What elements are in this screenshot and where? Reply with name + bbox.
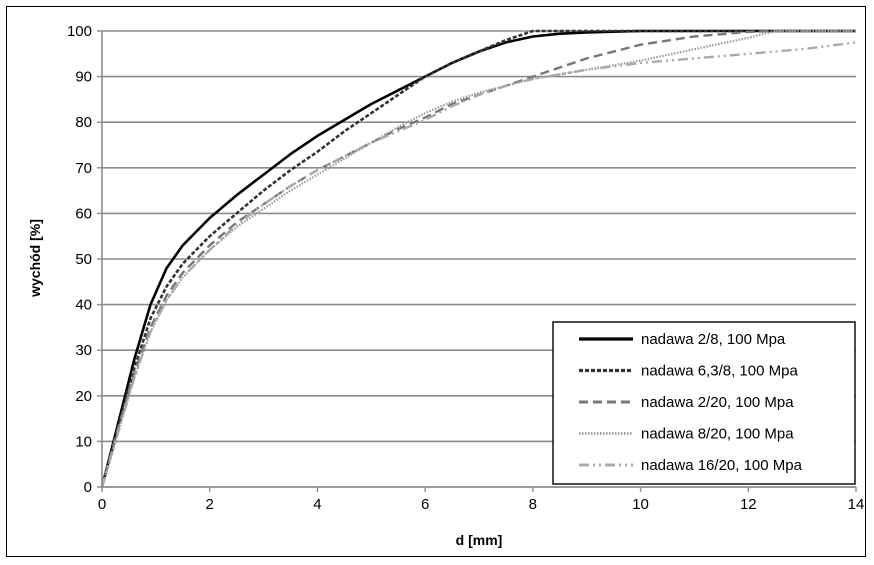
series-layer [100, 29, 857, 488]
series-line-1 [100, 29, 856, 488]
x-tick-label: 0 [98, 496, 106, 513]
y-tick-label: 90 [75, 69, 92, 86]
series-line-3 [100, 29, 856, 488]
x-axis-title: d [mm] [456, 532, 503, 548]
legend-label: nadawa 2/20, 100 Mpa [641, 394, 794, 411]
legend-label: nadawa 6,3/8, 100 Mpa [641, 363, 798, 380]
legend-label: nadawa 8/20, 100 Mpa [641, 426, 794, 443]
y-tick-label: 0 [84, 479, 92, 496]
x-tick-labels: 0 2 4 6 8 10 12 14 [98, 496, 865, 513]
series-line-4 [100, 29, 856, 488]
series-line-2 [100, 29, 856, 488]
y-tick-label: 100 [67, 23, 92, 40]
y-tick-label: 50 [75, 251, 92, 268]
legend: nadawa 2/8, 100 Mpa nadawa 6,3/8, 100 Mpa… [552, 321, 856, 485]
x-tick-label: 6 [421, 496, 429, 513]
x-tick-label: 2 [206, 496, 214, 513]
y-tick-labels: 0 10 20 30 40 50 60 70 80 90 100 [67, 23, 92, 496]
y-tick-label: 20 [75, 388, 92, 405]
legend-label: nadawa 2/8, 100 Mpa [641, 331, 786, 348]
y-tick-label: 10 [75, 433, 92, 450]
x-tick-label: 14 [848, 496, 865, 513]
y-tick-label: 30 [75, 342, 92, 359]
y-tick-label: 80 [75, 114, 92, 131]
y-tick-label: 40 [75, 297, 92, 314]
series-line-5 [100, 41, 857, 488]
x-tick-label: 12 [740, 496, 757, 513]
x-tick-label: 8 [529, 496, 537, 513]
legend-box [552, 321, 856, 485]
y-axis-title: wychód [%] [27, 219, 43, 298]
legend-label: nadawa 16/20, 100 Mpa [641, 457, 803, 474]
axes [97, 30, 857, 492]
x-tick-label: 4 [313, 496, 321, 513]
y-tick-label: 70 [75, 160, 92, 177]
y-tick-label: 60 [75, 205, 92, 222]
x-tick-label: 10 [632, 496, 649, 513]
